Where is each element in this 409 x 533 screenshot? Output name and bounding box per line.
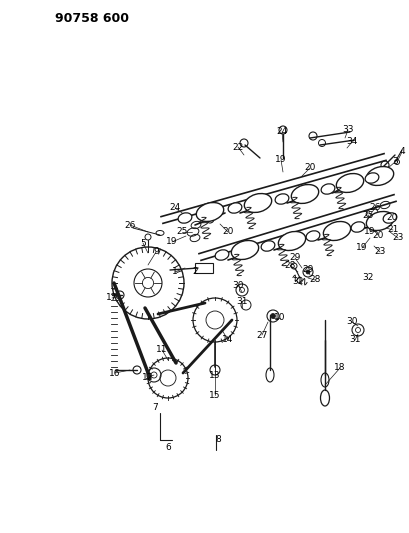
Ellipse shape xyxy=(278,231,305,251)
Text: 33: 33 xyxy=(342,125,353,134)
Ellipse shape xyxy=(350,222,364,232)
Text: 22: 22 xyxy=(232,142,243,151)
Text: 3: 3 xyxy=(391,157,397,166)
Text: 6: 6 xyxy=(165,442,171,451)
Text: 30: 30 xyxy=(346,318,357,327)
Ellipse shape xyxy=(261,241,274,251)
Text: 26: 26 xyxy=(369,204,380,213)
Text: 32: 32 xyxy=(292,278,303,287)
Ellipse shape xyxy=(291,184,318,204)
Text: 25: 25 xyxy=(176,228,187,237)
Text: 25: 25 xyxy=(362,211,373,220)
Circle shape xyxy=(305,270,309,274)
Text: 14: 14 xyxy=(222,335,233,344)
Text: 23: 23 xyxy=(391,233,403,243)
Ellipse shape xyxy=(178,213,191,223)
Text: 26: 26 xyxy=(124,221,135,230)
Text: 19: 19 xyxy=(363,228,375,237)
Text: 10: 10 xyxy=(274,313,285,322)
Text: 24: 24 xyxy=(276,127,287,136)
Text: 19: 19 xyxy=(355,244,367,253)
Text: 28: 28 xyxy=(283,261,295,270)
Text: 12: 12 xyxy=(142,373,153,382)
Text: 17: 17 xyxy=(106,294,117,303)
Text: 31: 31 xyxy=(236,297,247,306)
Text: 20: 20 xyxy=(303,164,315,173)
Text: 29: 29 xyxy=(289,254,300,262)
Text: 28: 28 xyxy=(308,276,320,285)
Text: 24: 24 xyxy=(169,204,180,213)
Bar xyxy=(195,263,213,273)
Text: 23: 23 xyxy=(373,247,385,256)
Text: 32: 32 xyxy=(362,273,373,282)
Ellipse shape xyxy=(215,250,228,260)
Text: 11: 11 xyxy=(156,345,167,354)
Ellipse shape xyxy=(364,173,378,183)
Ellipse shape xyxy=(323,222,350,240)
Text: 90758 600: 90758 600 xyxy=(55,12,129,25)
Text: 5: 5 xyxy=(140,238,146,247)
Text: 13: 13 xyxy=(209,370,220,379)
Text: 30: 30 xyxy=(231,280,243,289)
Ellipse shape xyxy=(366,212,393,230)
Ellipse shape xyxy=(274,194,288,204)
Ellipse shape xyxy=(335,174,363,192)
Text: 7: 7 xyxy=(152,403,157,413)
Circle shape xyxy=(133,366,141,374)
Text: 1: 1 xyxy=(172,268,178,277)
Ellipse shape xyxy=(306,231,319,241)
Text: 2: 2 xyxy=(192,268,197,277)
Text: 34: 34 xyxy=(346,138,357,147)
Circle shape xyxy=(270,313,275,319)
Ellipse shape xyxy=(320,184,334,194)
Text: 19: 19 xyxy=(166,238,178,246)
Ellipse shape xyxy=(244,193,271,213)
Text: 19: 19 xyxy=(274,156,286,165)
Ellipse shape xyxy=(382,213,396,223)
Ellipse shape xyxy=(231,240,258,260)
Text: 15: 15 xyxy=(209,391,220,400)
Text: 9: 9 xyxy=(153,247,159,256)
Ellipse shape xyxy=(227,203,241,213)
Ellipse shape xyxy=(365,166,393,185)
Circle shape xyxy=(240,300,250,310)
Text: 29: 29 xyxy=(301,265,313,274)
Text: 8: 8 xyxy=(215,435,220,445)
Text: 20: 20 xyxy=(222,228,233,237)
Text: 4: 4 xyxy=(398,148,404,157)
Text: 21: 21 xyxy=(387,225,398,235)
Ellipse shape xyxy=(196,203,223,222)
Text: 27: 27 xyxy=(256,330,267,340)
Text: 16: 16 xyxy=(109,368,121,377)
Text: 20: 20 xyxy=(385,214,397,222)
Text: 31: 31 xyxy=(348,335,360,344)
Text: 20: 20 xyxy=(371,230,383,239)
Text: 18: 18 xyxy=(333,364,345,373)
